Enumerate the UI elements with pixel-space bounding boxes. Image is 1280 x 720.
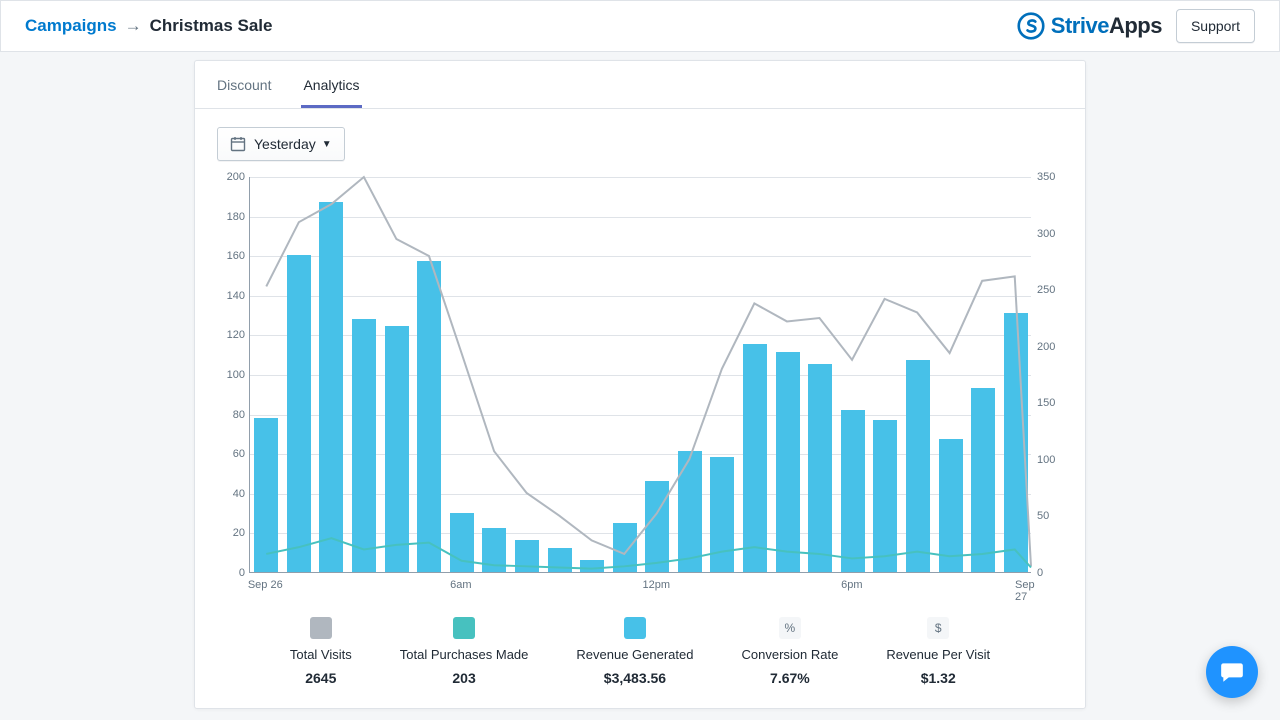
- chevron-down-icon: ▼: [322, 139, 332, 150]
- metric-value: 7.67%: [770, 670, 810, 686]
- tabs: Discount Analytics: [195, 61, 1085, 109]
- metric-4: $ Revenue Per Visit $1.32: [886, 617, 990, 686]
- chart-y-right-label: 150: [1037, 397, 1065, 409]
- brand-logo-text: StriveApps: [1051, 13, 1162, 39]
- calendar-icon: [230, 136, 246, 152]
- metric-value: 2645: [305, 670, 336, 686]
- metric-swatch: [624, 617, 646, 639]
- metric-label: Conversion Rate: [741, 647, 838, 662]
- metric-value: $3,483.56: [604, 670, 666, 686]
- chart-x-label: 12pm: [643, 579, 671, 591]
- chart-y-left-label: 120: [217, 329, 245, 341]
- metric-1: Total Purchases Made 203: [400, 617, 529, 686]
- breadcrumb-separator: →: [125, 16, 142, 36]
- metric-value: 203: [452, 670, 475, 686]
- metric-swatch: [310, 617, 332, 639]
- support-button[interactable]: Support: [1176, 9, 1255, 43]
- analytics-card: Discount Analytics Yesterday ▼ 0 20 40 60 80…: [194, 60, 1086, 709]
- top-bar: Campaigns → Christmas Sale StriveApps Su…: [0, 0, 1280, 52]
- chart-x-label: 6am: [450, 579, 471, 591]
- metric-0: Total Visits 2645: [290, 617, 352, 686]
- analytics-chart: 0204060801001201401601802000501001502002…: [217, 177, 1063, 587]
- chart-x-label: Sep 27: [1015, 579, 1047, 603]
- metric-swatch: [453, 617, 475, 639]
- date-range-label: Yesterday: [254, 136, 316, 152]
- chart-line-purchases: [266, 538, 1031, 568]
- chart-y-left-label: 0: [217, 567, 245, 579]
- chart-y-left-label: 100: [217, 369, 245, 381]
- chart-y-right-label: 100: [1037, 454, 1065, 466]
- chat-launcher[interactable]: [1206, 646, 1258, 698]
- chart-y-left-label: 180: [217, 211, 245, 223]
- chart-y-left-label: 80: [217, 409, 245, 421]
- metrics-legend: Total Visits 2645 Total Purchases Made 203 R…: [217, 617, 1063, 686]
- breadcrumb-current: Christmas Sale: [150, 16, 273, 36]
- brand-logo: StriveApps: [1017, 12, 1162, 40]
- chart-line-visits: [266, 177, 1031, 566]
- breadcrumb-root-link[interactable]: Campaigns: [25, 16, 117, 36]
- date-range-picker[interactable]: Yesterday ▼: [217, 127, 345, 161]
- metric-swatch: $: [927, 617, 949, 639]
- chart-y-left-label: 160: [217, 250, 245, 262]
- metric-label: Revenue Generated: [576, 647, 693, 662]
- chart-y-right-label: 0: [1037, 567, 1065, 579]
- metric-swatch: %: [779, 617, 801, 639]
- breadcrumb: Campaigns → Christmas Sale: [25, 16, 272, 36]
- chart-y-right-label: 300: [1037, 228, 1065, 240]
- tab-analytics[interactable]: Analytics: [301, 77, 361, 108]
- chart-y-left-label: 200: [217, 171, 245, 183]
- chart-y-right-label: 50: [1037, 510, 1065, 522]
- chart-y-left-label: 140: [217, 290, 245, 302]
- brand-logo-icon: [1017, 12, 1045, 40]
- tab-discount[interactable]: Discount: [215, 77, 273, 108]
- metric-2: Revenue Generated $3,483.56: [576, 617, 693, 686]
- metric-value: $1.32: [921, 670, 956, 686]
- chart-x-label: Sep 26: [248, 579, 283, 591]
- chart-y-right-label: 200: [1037, 341, 1065, 353]
- metric-3: % Conversion Rate 7.67%: [741, 617, 838, 686]
- metric-label: Total Visits: [290, 647, 352, 662]
- metric-label: Total Purchases Made: [400, 647, 529, 662]
- chart-y-left-label: 60: [217, 448, 245, 460]
- chart-y-right-label: 350: [1037, 171, 1065, 183]
- chart-y-right-label: 250: [1037, 284, 1065, 296]
- metric-label: Revenue Per Visit: [886, 647, 990, 662]
- chart-y-left-label: 20: [217, 527, 245, 539]
- chart-y-left-label: 40: [217, 488, 245, 500]
- chat-icon: [1219, 659, 1245, 685]
- chart-lines: [250, 177, 1031, 572]
- chart-x-label: 6pm: [841, 579, 862, 591]
